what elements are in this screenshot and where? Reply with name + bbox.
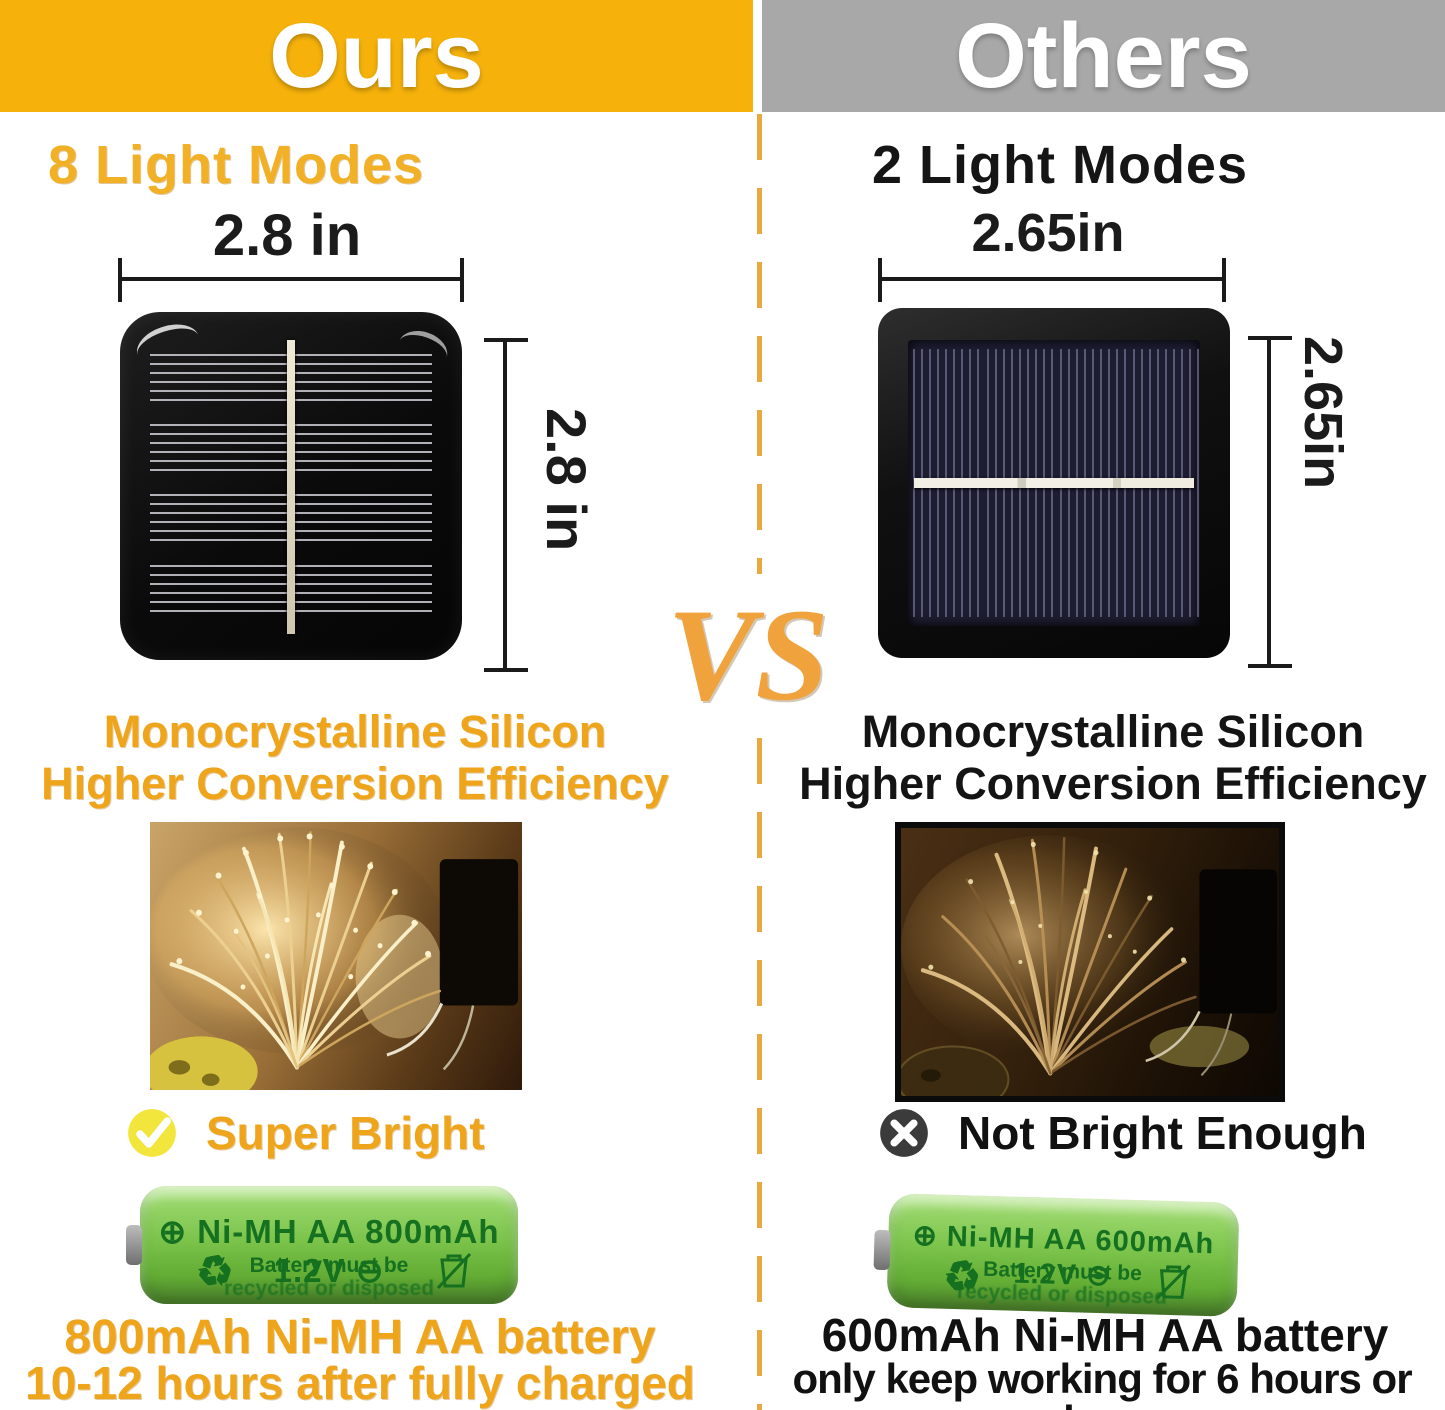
lights-illustration [150, 827, 519, 1090]
solar-panel-photo-ours [120, 312, 462, 660]
battery-caption-line2-others: only keep working for 6 hours or less [792, 1355, 1412, 1410]
width-dimension-label-ours: 2.8 in [212, 203, 362, 268]
light-modes-label-others: 2 Light Modes [872, 135, 1248, 195]
verdict-label-others: Not Bright Enough [958, 1107, 1367, 1159]
crossed-bin-icon [1153, 1259, 1194, 1304]
string-lights-photo-others [895, 822, 1285, 1102]
divider-line-top [757, 114, 762, 574]
vs-label: VS [667, 581, 829, 728]
battery-spec-label-ours: ⊕ Ni-MH AA 800mAh 1.2V ⊖ [158, 1213, 500, 1289]
feature-line1-others: Monocrystalline Silicon [861, 706, 1365, 757]
verdict-row-others: Not Bright Enough [878, 1106, 1367, 1160]
battery-photo-others: ⊕ Ni-MH AA 600mAh 1.2V ⊖ Battery must be… [873, 1193, 1240, 1317]
feature-text-ours: Monocrystalline Silicon Higher Conversio… [5, 706, 705, 810]
x-icon [880, 1109, 928, 1157]
ours-header-label: Ours [269, 4, 484, 107]
verdict-row-ours: Super Bright [126, 1106, 485, 1160]
check-icon [128, 1109, 176, 1157]
feature-text-others: Monocrystalline Silicon Higher Conversio… [763, 706, 1445, 810]
recycle-icon: ♻ [940, 1250, 985, 1303]
verdict-label-ours: Super Bright [206, 1107, 485, 1159]
crossed-bin-icon [434, 1248, 474, 1292]
solar-cell-ours [146, 340, 436, 634]
solar-cell-others [908, 340, 1200, 626]
width-dimension-label-others: 2.65in [971, 203, 1125, 263]
lights-illustration [901, 835, 1278, 1096]
battery-photo-ours: ⊕ Ni-MH AA 800mAh 1.2V ⊖ Battery must be… [126, 1186, 518, 1304]
panel-busbar [287, 340, 295, 634]
feature-line1-ours: Monocrystalline Silicon [103, 706, 607, 757]
height-dimension-label-ours: 2.8 in [535, 408, 598, 552]
battery-caption-line1-others: 600mAh Ni-MH AA battery [821, 1309, 1389, 1361]
battery-caption-line1-ours: 800mAh Ni-MH AA battery [64, 1311, 656, 1364]
panel-busbar [913, 478, 1195, 488]
battery-caption-line2-ours: 10-12 hours after fully charged [25, 1357, 695, 1409]
others-header-label: Others [955, 4, 1252, 107]
divider-line-bottom [757, 738, 762, 1410]
string-lights-photo-ours [150, 822, 522, 1090]
ours-header: Ours [0, 0, 753, 112]
battery-note-ours: Battery must be recycled or disposed [223, 1254, 435, 1300]
solar-panel-photo-others [878, 308, 1230, 658]
height-bracket-ours [484, 338, 528, 672]
width-bracket-ours [118, 258, 464, 302]
battery-terminal [126, 1225, 142, 1265]
height-dimension-label-others: 2.65in [1293, 336, 1353, 490]
feature-line2-ours: Higher Conversion Efficiency [41, 758, 669, 809]
others-header: Others [762, 0, 1445, 112]
width-bracket-others [878, 258, 1226, 302]
height-bracket-others [1248, 336, 1292, 668]
feature-line2-others: Higher Conversion Efficiency [799, 758, 1427, 809]
light-modes-label-ours: 8 Light Modes [48, 135, 424, 195]
